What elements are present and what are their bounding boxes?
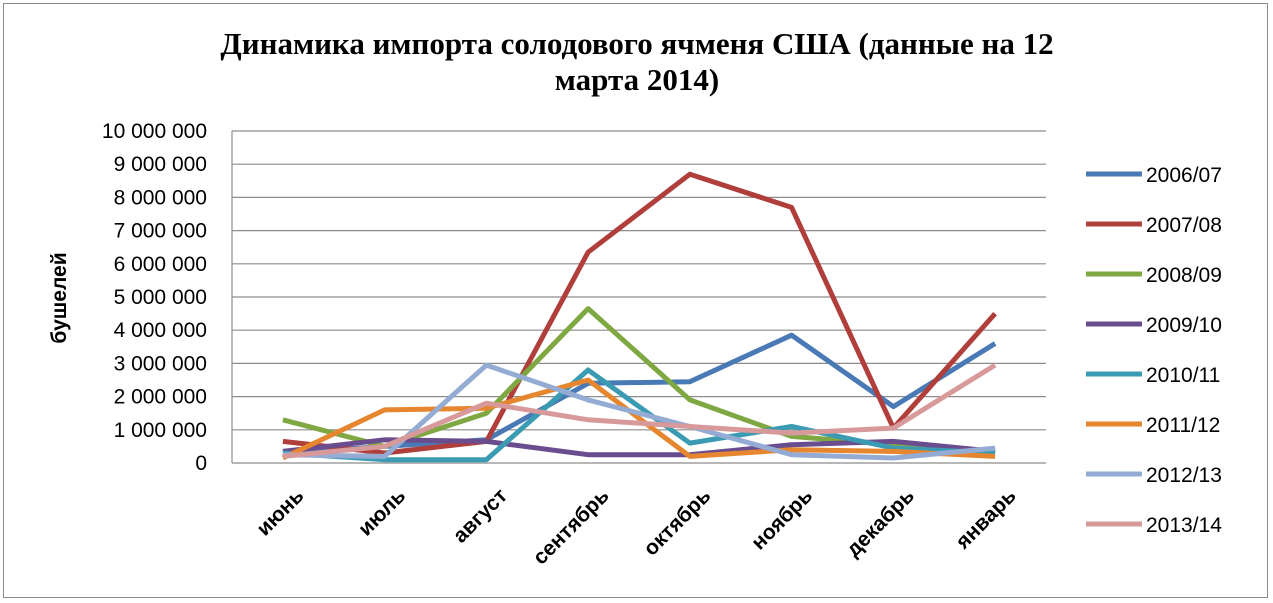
series-line-2013-14 (282, 362, 997, 459)
x-tick-label: сентябрь (529, 484, 614, 569)
y-tick-label: 0 (195, 452, 207, 475)
x-tick-label: декабрь (842, 484, 919, 561)
legend: 2006/07 2007/08 2008/09 2009/10 2010/11 2011/… (1086, 164, 1222, 537)
chart-frame (3, 3, 1268, 598)
x-tick-labels: июнь июль август сентябрь октябрь ноябрь декаб… (252, 484, 1020, 569)
y-axis-label: бушелей (48, 252, 71, 343)
legend-entry: 2009/10 (1146, 314, 1222, 337)
y-tick-label: 1 000 000 (114, 419, 207, 442)
legend-entry: 2007/08 (1146, 214, 1222, 237)
chart-title-line-1: Динамика импорта солодового ячменя США (… (220, 26, 1053, 61)
y-tick-label: 4 000 000 (114, 319, 207, 342)
y-tick-label: 2 000 000 (114, 386, 207, 409)
legend-entry: 2011/12 (1146, 414, 1220, 437)
legend-entry: 2013/14 (1146, 514, 1222, 537)
legend-entry: 2006/07 (1146, 164, 1222, 187)
x-tick-label: ноябрь (747, 484, 817, 554)
x-tick-label: июль (354, 484, 410, 540)
axes (231, 131, 1046, 464)
y-tick-label: 3 000 000 (114, 352, 207, 375)
legend-entry: 2012/13 (1146, 464, 1222, 487)
y-tick-label: 6 000 000 (114, 253, 207, 276)
gridlines (232, 130, 1046, 431)
y-tick-label: 9 000 000 (114, 153, 207, 176)
x-tick-label: август (449, 484, 512, 547)
legend-entry: 2008/09 (1146, 264, 1222, 287)
y-tick-label: 7 000 000 (114, 220, 207, 243)
y-tick-label: 5 000 000 (114, 286, 207, 309)
x-tick-label: январь (951, 484, 1021, 554)
y-tick-label: 8 000 000 (114, 186, 207, 209)
y-tick-label: 10 000 000 (102, 120, 207, 143)
y-tick-labels: 0 1 000 000 2 000 000 3 000 000 4 000 000 5 0… (102, 120, 207, 475)
series-line-2007-08 (282, 171, 997, 456)
legend-entry: 2010/11 (1146, 364, 1220, 387)
series-line-2010-11 (282, 367, 996, 463)
chart-title-line-2: марта 2014) (555, 62, 719, 97)
series-lines (281, 171, 997, 463)
series-line-2011-12 (281, 377, 996, 461)
x-tick-label: октябрь (639, 484, 715, 560)
x-tick-label: июнь (252, 484, 308, 540)
